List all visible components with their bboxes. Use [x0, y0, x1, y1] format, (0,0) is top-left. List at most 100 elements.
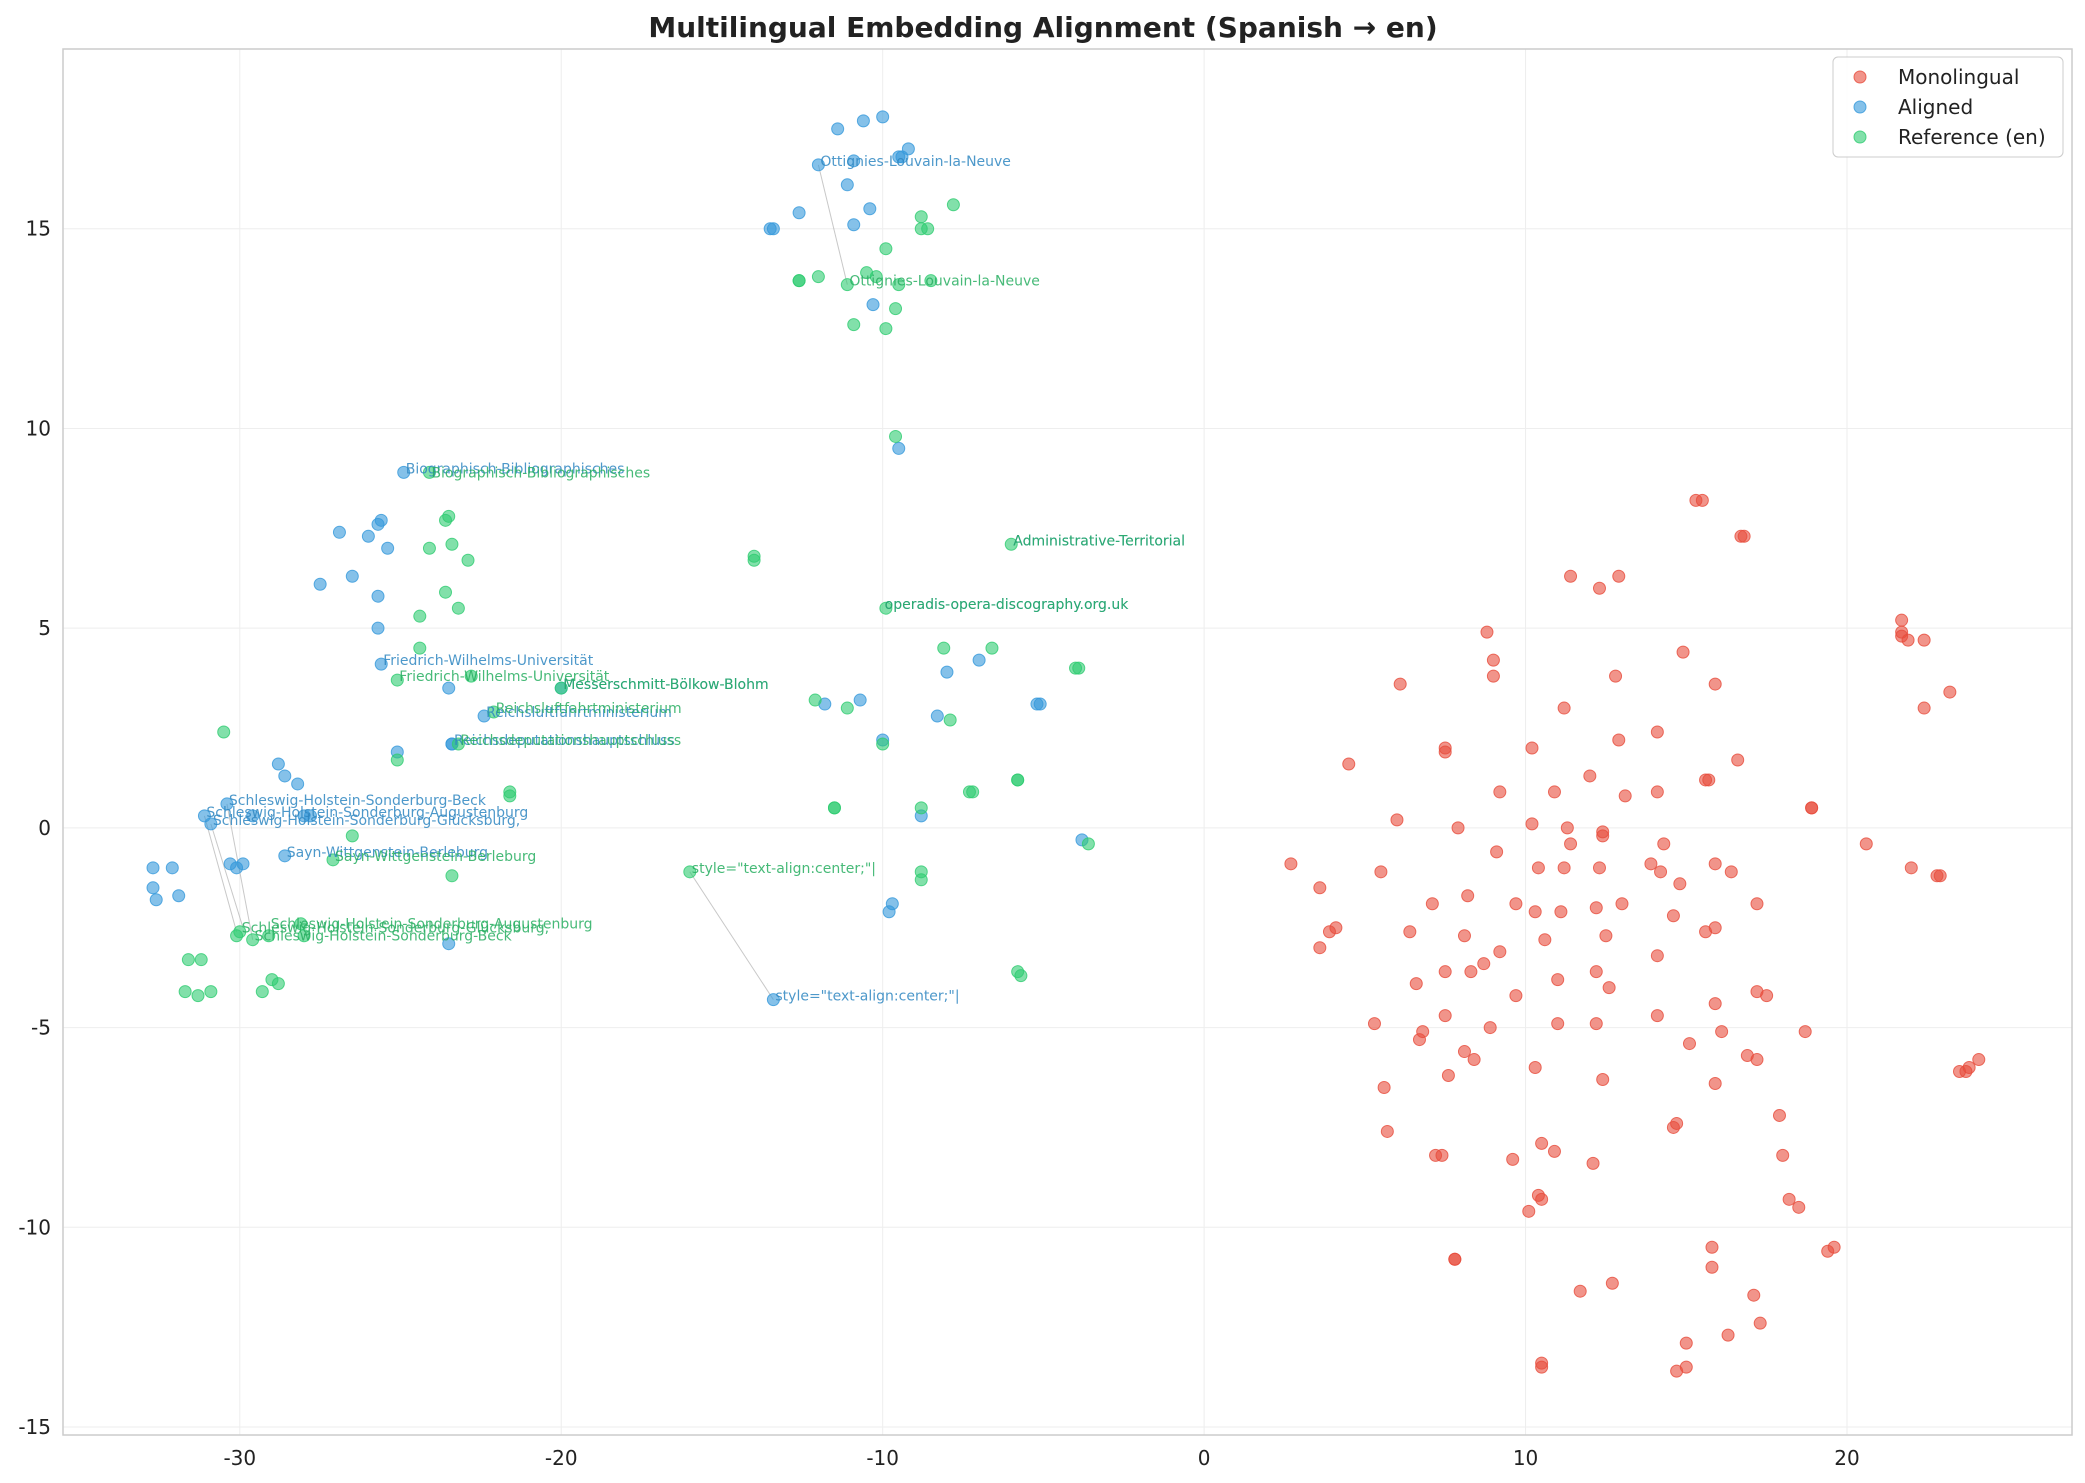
point-monolingual — [1708, 997, 1722, 1011]
point-annotation: Administrative-Territorial — [1013, 533, 1185, 549]
point-annotation: style="text-align:center;"| — [775, 989, 959, 1005]
legend-marker-monolingual — [1853, 70, 1867, 84]
point-reference-en — [413, 609, 427, 623]
point-monolingual — [1554, 905, 1568, 919]
point-monolingual — [1535, 1360, 1549, 1374]
x-tick-label: -10 — [866, 1446, 899, 1470]
point-reference-en — [683, 865, 697, 879]
point-annotation: operadis-opera-discography.org.uk — [885, 597, 1130, 613]
point-monolingual — [1448, 1252, 1462, 1266]
y-tick-label: 15 — [26, 217, 51, 241]
y-tick-label: 10 — [26, 416, 51, 440]
point-monolingual — [1670, 1116, 1684, 1130]
point-aligned — [278, 769, 292, 783]
point-monolingual — [1592, 861, 1606, 875]
point-aligned — [246, 809, 260, 823]
point-monolingual — [1708, 1077, 1722, 1091]
y-tick-label: -5 — [31, 1016, 51, 1040]
point-reference-en — [487, 705, 501, 719]
point-annotation: Biographisch-Bibliographisches — [406, 461, 625, 477]
point-aligned — [220, 797, 234, 811]
point-monolingual — [1329, 921, 1343, 935]
point-aligned — [361, 529, 375, 543]
point-monolingual — [1441, 1069, 1455, 1083]
point-monolingual — [1342, 757, 1356, 771]
point-monolingual — [1409, 977, 1423, 991]
point-aligned — [766, 993, 780, 1007]
point-monolingual — [1486, 669, 1500, 683]
point-aligned — [165, 861, 179, 875]
point-reference-en — [413, 641, 427, 655]
point-monolingual — [1374, 865, 1388, 879]
point-reference-en — [879, 601, 893, 615]
point-monolingual — [1528, 905, 1542, 919]
point-annotation: Reichsluftfahrtministerium — [486, 705, 672, 721]
point-monolingual — [1904, 861, 1918, 875]
point-monolingual — [1705, 1240, 1719, 1254]
point-monolingual — [1589, 901, 1603, 915]
point-monolingual — [1702, 773, 1716, 787]
point-aligned — [371, 621, 385, 635]
point-reference-en — [889, 429, 903, 443]
point-monolingual — [1760, 989, 1774, 1003]
point-monolingual — [1654, 865, 1668, 879]
point-aligned — [831, 122, 845, 136]
point-monolingual — [1284, 857, 1298, 871]
point-monolingual — [1486, 653, 1500, 667]
point-aligned — [313, 577, 327, 591]
point-monolingual — [1721, 1328, 1735, 1342]
point-reference-en — [503, 789, 517, 803]
point-reference-en — [464, 669, 478, 683]
point-reference-en — [876, 737, 890, 751]
point-reference-en — [840, 278, 854, 292]
connector-line — [203, 815, 238, 932]
legend-frame — [1832, 56, 2064, 158]
point-aligned — [853, 693, 867, 707]
point-monolingual — [1467, 1053, 1481, 1067]
point-monolingual — [1776, 1148, 1790, 1162]
point-monolingual — [1592, 581, 1606, 595]
point-monolingual — [1731, 753, 1745, 767]
point-reference-en — [914, 210, 928, 224]
point-monolingual — [1435, 1148, 1449, 1162]
point-aligned — [863, 202, 877, 216]
point-monolingual — [1715, 1025, 1729, 1039]
point-monolingual — [1650, 785, 1664, 799]
point-aligned — [1033, 697, 1047, 711]
point-monolingual — [1695, 493, 1709, 507]
point-reference-en — [422, 541, 436, 555]
point-monolingual — [1972, 1053, 1986, 1067]
point-aligned — [792, 206, 806, 220]
point-reference-en — [869, 270, 883, 284]
point-monolingual — [1547, 1144, 1561, 1158]
point-monolingual — [1390, 813, 1404, 827]
point-reference-en — [294, 917, 308, 931]
point-monolingual — [1859, 837, 1873, 851]
point-reference-en — [390, 673, 404, 687]
point-reference-en — [194, 953, 208, 967]
point-reference-en — [262, 929, 276, 943]
point-aligned — [442, 681, 456, 695]
point-reference-en — [255, 985, 269, 999]
point-aligned — [766, 222, 780, 236]
point-monolingual — [1560, 821, 1574, 835]
connector-line — [817, 164, 848, 285]
point-aligned — [204, 817, 218, 831]
point-annotation: Schleswig-Holstein-Sonderburg-Glücksburg… — [213, 813, 520, 829]
point-monolingual — [1805, 801, 1819, 815]
point-aligned — [149, 893, 163, 907]
point-reference-en — [345, 829, 359, 843]
point-reference-en — [181, 953, 195, 967]
point-aligned — [332, 525, 346, 539]
point-monolingual — [1589, 965, 1603, 979]
point-aligned — [371, 589, 385, 603]
point-annotation: Schleswig-Holstein-Sonderburg-Glücksburg… — [242, 921, 549, 937]
point-reference-en — [1004, 537, 1018, 551]
point-annotation: Administrative-Territorial — [1013, 533, 1185, 549]
point-reference-en — [937, 641, 951, 655]
point-monolingual — [1416, 1025, 1430, 1039]
point-monolingual — [1457, 929, 1471, 943]
point-aligned — [172, 889, 186, 903]
point-monolingual — [1493, 785, 1507, 799]
